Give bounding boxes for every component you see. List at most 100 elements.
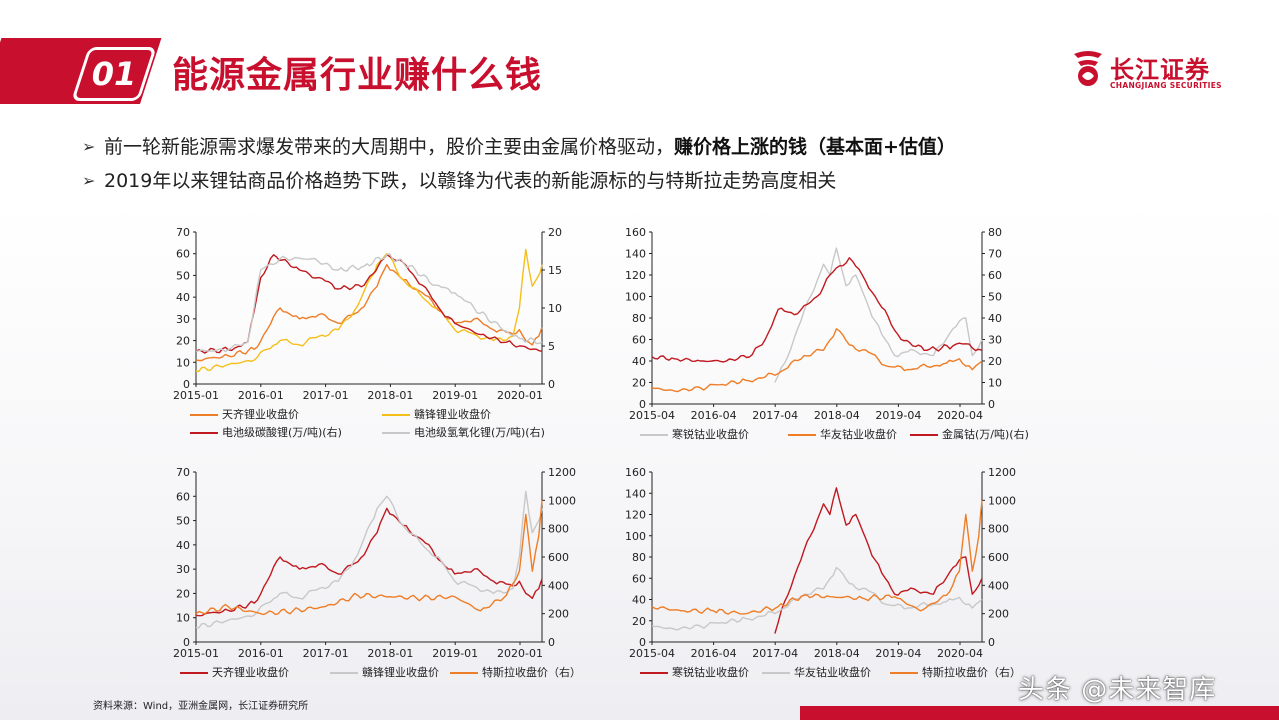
y-left-tick-label: 70 (176, 226, 190, 239)
chart-cobalt-price: 0 20 40 60 80 100 120 140 160 0 10 20 30 40 50 60 70 80 20… (620, 222, 1030, 442)
legend-item: 天齐锂业收盘价 (190, 406, 299, 422)
y-right-tick-label: 400 (548, 579, 569, 592)
y-left-tick-label: 0 (639, 636, 646, 649)
y-right-tick-label: 0 (548, 378, 555, 391)
y-left-tick-label: 140 (625, 248, 646, 261)
legend-label: 电池级氢氧化锂(万/吨)(右) (414, 426, 545, 439)
chart-legend: 天齐锂业收盘价 赣锋锂业收盘价电池级碳酸锂(万/吨)(右) 电池级氢氧化锂(万/吨)… (160, 406, 590, 442)
series-line (651, 566, 983, 631)
series-line (651, 328, 983, 393)
legend-item: 电池级碳酸锂(万/吨)(右) (190, 424, 342, 440)
source-note: 资料来源：Wind，亚洲金属网，长江证券研究所 (93, 701, 309, 712)
axis-frame (651, 472, 983, 643)
y-right-tick-label: 200 (548, 608, 569, 621)
y-left-tick-label: 120 (625, 269, 646, 282)
chart-svg: 0 20 40 60 80 100 120 140 160 0 200 400 600 800 1000 12… (625, 466, 1016, 660)
y-left-tick-label: 60 (632, 572, 646, 585)
series-line (774, 247, 983, 383)
y-left-tick-label: 20 (632, 377, 646, 390)
x-tick-label: 2016-04 (691, 409, 737, 422)
legend-item: 华友钴业收盘价 (762, 664, 871, 680)
y-right-tick-label: 40 (988, 312, 1002, 325)
y-left-tick-label: 140 (625, 487, 646, 500)
series-line (651, 257, 983, 363)
footer-red-strip (800, 706, 1279, 720)
series-line (195, 500, 543, 616)
legend-label: 华友钴业收盘价 (820, 428, 897, 441)
legend-swatch (640, 672, 668, 674)
series-line (774, 487, 983, 634)
legend-swatch (330, 672, 358, 674)
legend-label: 赣锋锂业收盘价 (414, 408, 491, 421)
y-right-tick-label: 60 (988, 269, 1002, 282)
company-logo: 长江证券 CHANGJIANG SECURITIES (1068, 48, 1238, 98)
chart-svg: 0 20 40 60 80 100 120 140 160 0 10 20 30 40 50 60 70 80 20… (625, 226, 1002, 422)
y-left-tick-label: 80 (632, 551, 646, 564)
legend-swatch (762, 672, 790, 674)
bullet-text: 前一轮新能源需求爆发带来的大周期中，股价主要由金属价格驱动， (104, 136, 675, 158)
y-right-tick-label: 0 (548, 636, 555, 649)
y-left-tick-label: 0 (183, 378, 190, 391)
legend-label: 特斯拉收盘价（右） (482, 666, 581, 679)
series-line (195, 490, 543, 629)
x-tick-label: 2015-04 (629, 647, 675, 660)
y-left-tick-label: 70 (176, 466, 190, 479)
legend-swatch (382, 414, 410, 416)
series-line (195, 507, 543, 617)
x-tick-label: 2017-04 (752, 409, 798, 422)
y-left-tick-label: 60 (176, 490, 190, 503)
legend-item: 特斯拉收盘价（右） (450, 664, 581, 680)
y-left-tick-label: 40 (632, 355, 646, 368)
bullet-item-1: ➢ 前一轮新能源需求爆发带来的大周期中，股价主要由金属价格驱动，赚价格上涨的钱（… (82, 130, 1232, 164)
legend-item: 赣锋锂业收盘价 (330, 664, 439, 680)
y-left-tick-label: 20 (632, 615, 646, 628)
x-tick-label: 2016-04 (691, 647, 737, 660)
x-tick-label: 2015-01 (173, 647, 219, 660)
y-left-tick-label: 20 (176, 587, 190, 600)
y-left-tick-label: 30 (176, 563, 190, 576)
y-left-tick-label: 100 (625, 291, 646, 304)
chart-legend: 寒锐钴业收盘价 华友钴业收盘价 金属钴(万/吨)(右) (620, 426, 1030, 444)
x-tick-label: 2017-01 (303, 389, 349, 402)
bullet-text: 2019年以来锂钴商品价格趋势下跌，以赣锋为代表的新能源标的与特斯拉走势高度相关 (104, 170, 837, 192)
y-left-tick-label: 120 (625, 509, 646, 522)
legend-swatch (382, 432, 410, 434)
section-number: 01 (91, 55, 137, 93)
legend-label: 特斯拉收盘价（右） (922, 666, 1021, 679)
x-tick-label: 2016-01 (238, 647, 284, 660)
legend-item: 天齐锂业收盘价 (180, 664, 289, 680)
x-tick-label: 2019-04 (875, 647, 921, 660)
x-tick-label: 2017-01 (303, 647, 349, 660)
axis-frame (651, 232, 983, 405)
x-tick-label: 2016-01 (238, 389, 284, 402)
y-left-tick-label: 60 (632, 334, 646, 347)
legend-item: 华友钴业收盘价 (788, 426, 897, 442)
legend-item: 特斯拉收盘价（右） (890, 664, 1021, 680)
chart-svg: 0 10 20 30 40 50 60 70 0 200 400 600 800 1000 1200 2015… (173, 466, 576, 660)
series-line (195, 253, 543, 353)
chart-lithium-price: 0 10 20 30 40 50 60 70 0 5 10 15 20 2015-01 2016-01 201… (160, 222, 590, 442)
legend-swatch (788, 434, 816, 436)
legend-swatch (890, 672, 918, 674)
y-right-tick-label: 600 (548, 551, 569, 564)
logo-emblem-icon (1074, 51, 1102, 86)
y-right-tick-label: 400 (988, 579, 1009, 592)
y-right-tick-label: 10 (988, 377, 1002, 390)
y-right-tick-label: 200 (988, 608, 1009, 621)
y-left-tick-label: 50 (176, 515, 190, 528)
bullet-bold-text: 赚价格上涨的钱（基本面+估值） (674, 136, 956, 158)
x-tick-label: 2020-01 (497, 647, 543, 660)
y-left-tick-label: 10 (176, 612, 190, 625)
bullet-list: ➢ 前一轮新能源需求爆发带来的大周期中，股价主要由金属价格驱动，赚价格上涨的钱（… (82, 130, 1232, 198)
y-left-tick-label: 80 (632, 312, 646, 325)
y-right-tick-label: 80 (988, 226, 1002, 239)
legend-label: 寒锐钴业收盘价 (672, 666, 749, 679)
series-line (651, 500, 983, 615)
logo-cn-text: 长江证券 (1110, 56, 1210, 84)
x-tick-label: 2017-04 (752, 647, 798, 660)
legend-item: 寒锐钴业收盘价 (640, 664, 749, 680)
legend-label: 赣锋锂业收盘价 (362, 666, 439, 679)
chart-legend: 天齐锂业收盘价 赣锋锂业收盘价 特斯拉收盘价（右） (160, 664, 590, 682)
bullet-item-2: ➢ 2019年以来锂钴商品价格趋势下跌，以赣锋为代表的新能源标的与特斯拉走势高度… (82, 164, 1232, 198)
legend-swatch (190, 414, 218, 416)
